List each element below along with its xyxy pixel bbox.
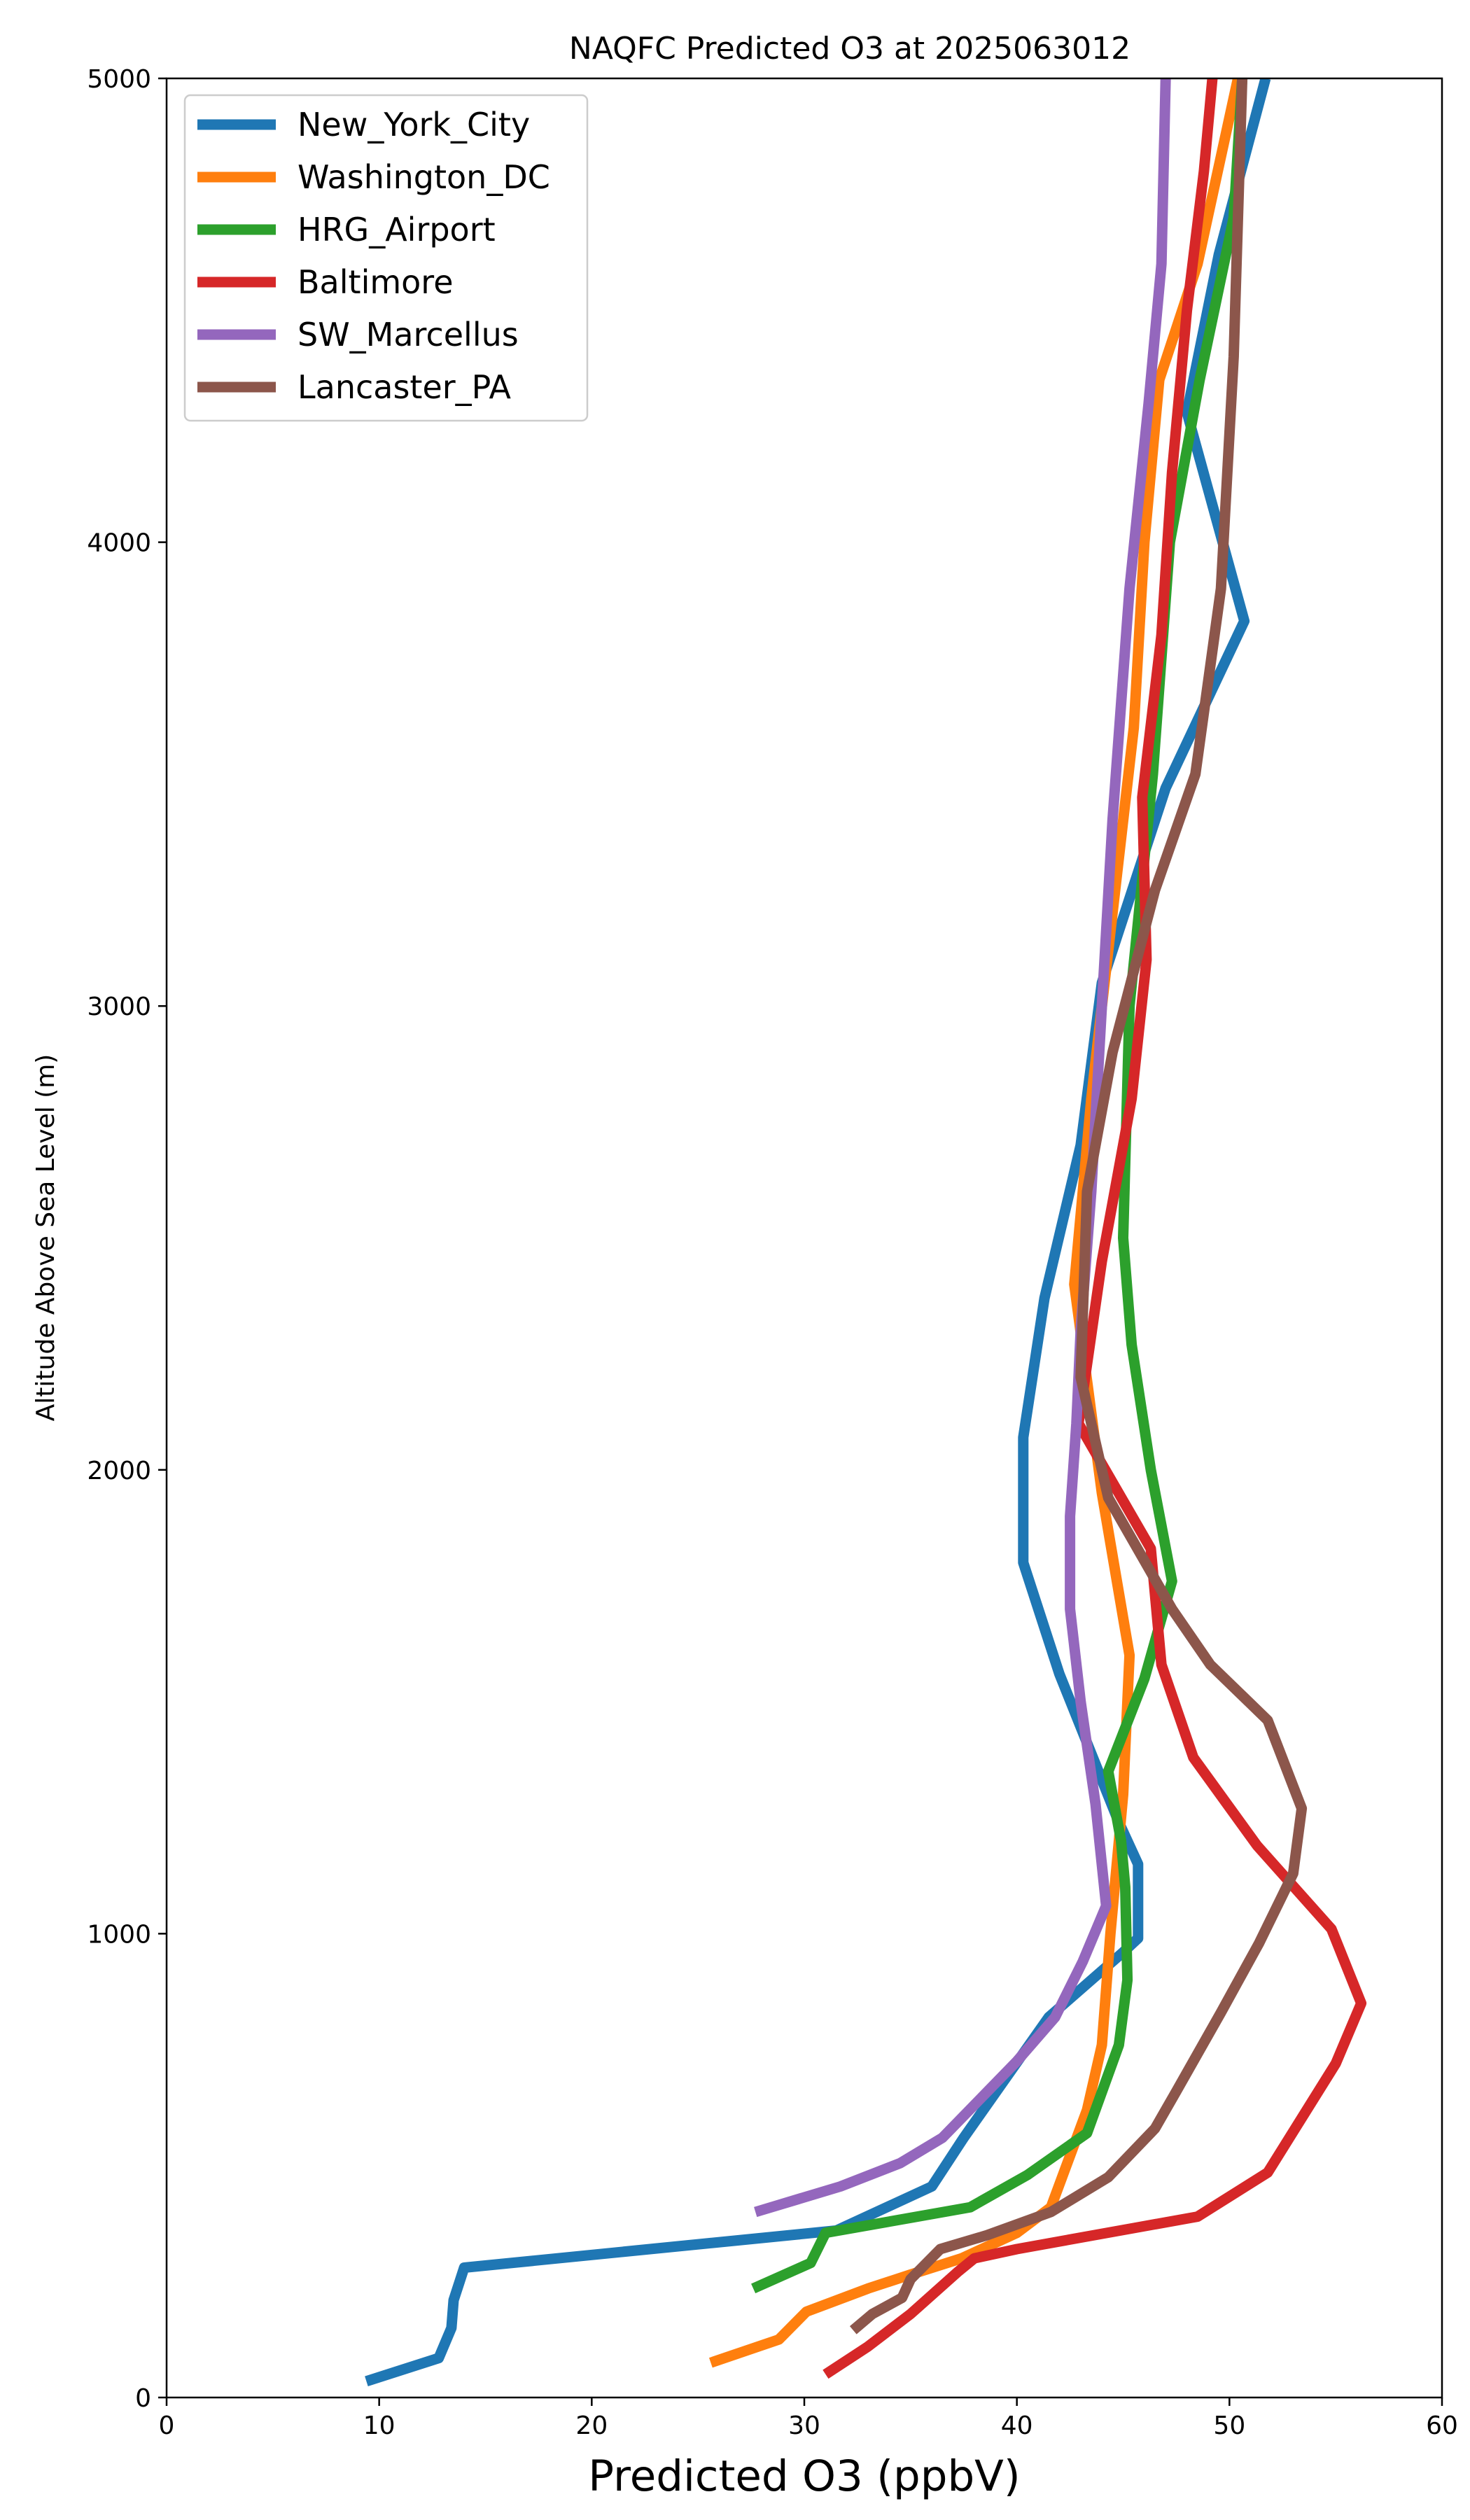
chart-title: NAQFC Predicted O3 at 2025063012 — [569, 31, 1130, 66]
x-axis-label: Predicted O3 (ppbV) — [588, 2451, 1020, 2501]
series-line-new-york-city — [365, 78, 1271, 2386]
legend-label-hrg-airport: HRG_Airport — [298, 211, 496, 248]
y-tick-label: 1000 — [87, 1920, 151, 1949]
y-axis-label: Altitude Above Sea Level (m) — [31, 1054, 60, 1422]
x-tick-label: 0 — [159, 2412, 175, 2440]
legend-frame — [183, 94, 589, 422]
series-line-sw-marcellus — [754, 78, 1171, 2218]
x-tick-label: 10 — [363, 2412, 396, 2440]
legend-label-sw-marcellus: SW_Marcellus — [298, 316, 519, 354]
x-tick-label: 60 — [1426, 2412, 1458, 2440]
legend-label-lancaster-pa: Lancaster_PA — [298, 368, 511, 406]
legend-entries: New_York_City Washington_DC HRG_Airport Bal… — [197, 106, 550, 406]
x-tick-label: 40 — [1001, 2412, 1033, 2440]
x-tick-label: 30 — [788, 2412, 820, 2440]
x-axis: 0 10 20 30 40 50 60 — [159, 2398, 1458, 2440]
legend-label-washington-dc: Washington_DC — [298, 158, 550, 196]
y-tick-label: 0 — [135, 2384, 151, 2413]
x-tick-label: 50 — [1213, 2412, 1245, 2440]
y-tick-label: 3000 — [87, 993, 151, 1021]
y-tick-label: 5000 — [87, 65, 151, 94]
y-tick-label: 2000 — [87, 1457, 151, 1485]
legend: New_York_City Washington_DC HRG_Airport Bal… — [183, 94, 589, 422]
series-line-washington-dc — [708, 78, 1243, 2368]
legend-label-baltimore: Baltimore — [298, 263, 454, 301]
y-axis: 0 1000 2000 3000 4000 5000 — [87, 65, 167, 2413]
legend-label-new-york-city: New_York_City — [298, 106, 530, 144]
series-layer — [365, 78, 1367, 2386]
series-line-baltimore — [822, 78, 1367, 2379]
x-tick-label: 20 — [575, 2412, 608, 2440]
y-tick-label: 4000 — [87, 529, 151, 558]
series-line-lancaster-pa — [849, 78, 1308, 2334]
